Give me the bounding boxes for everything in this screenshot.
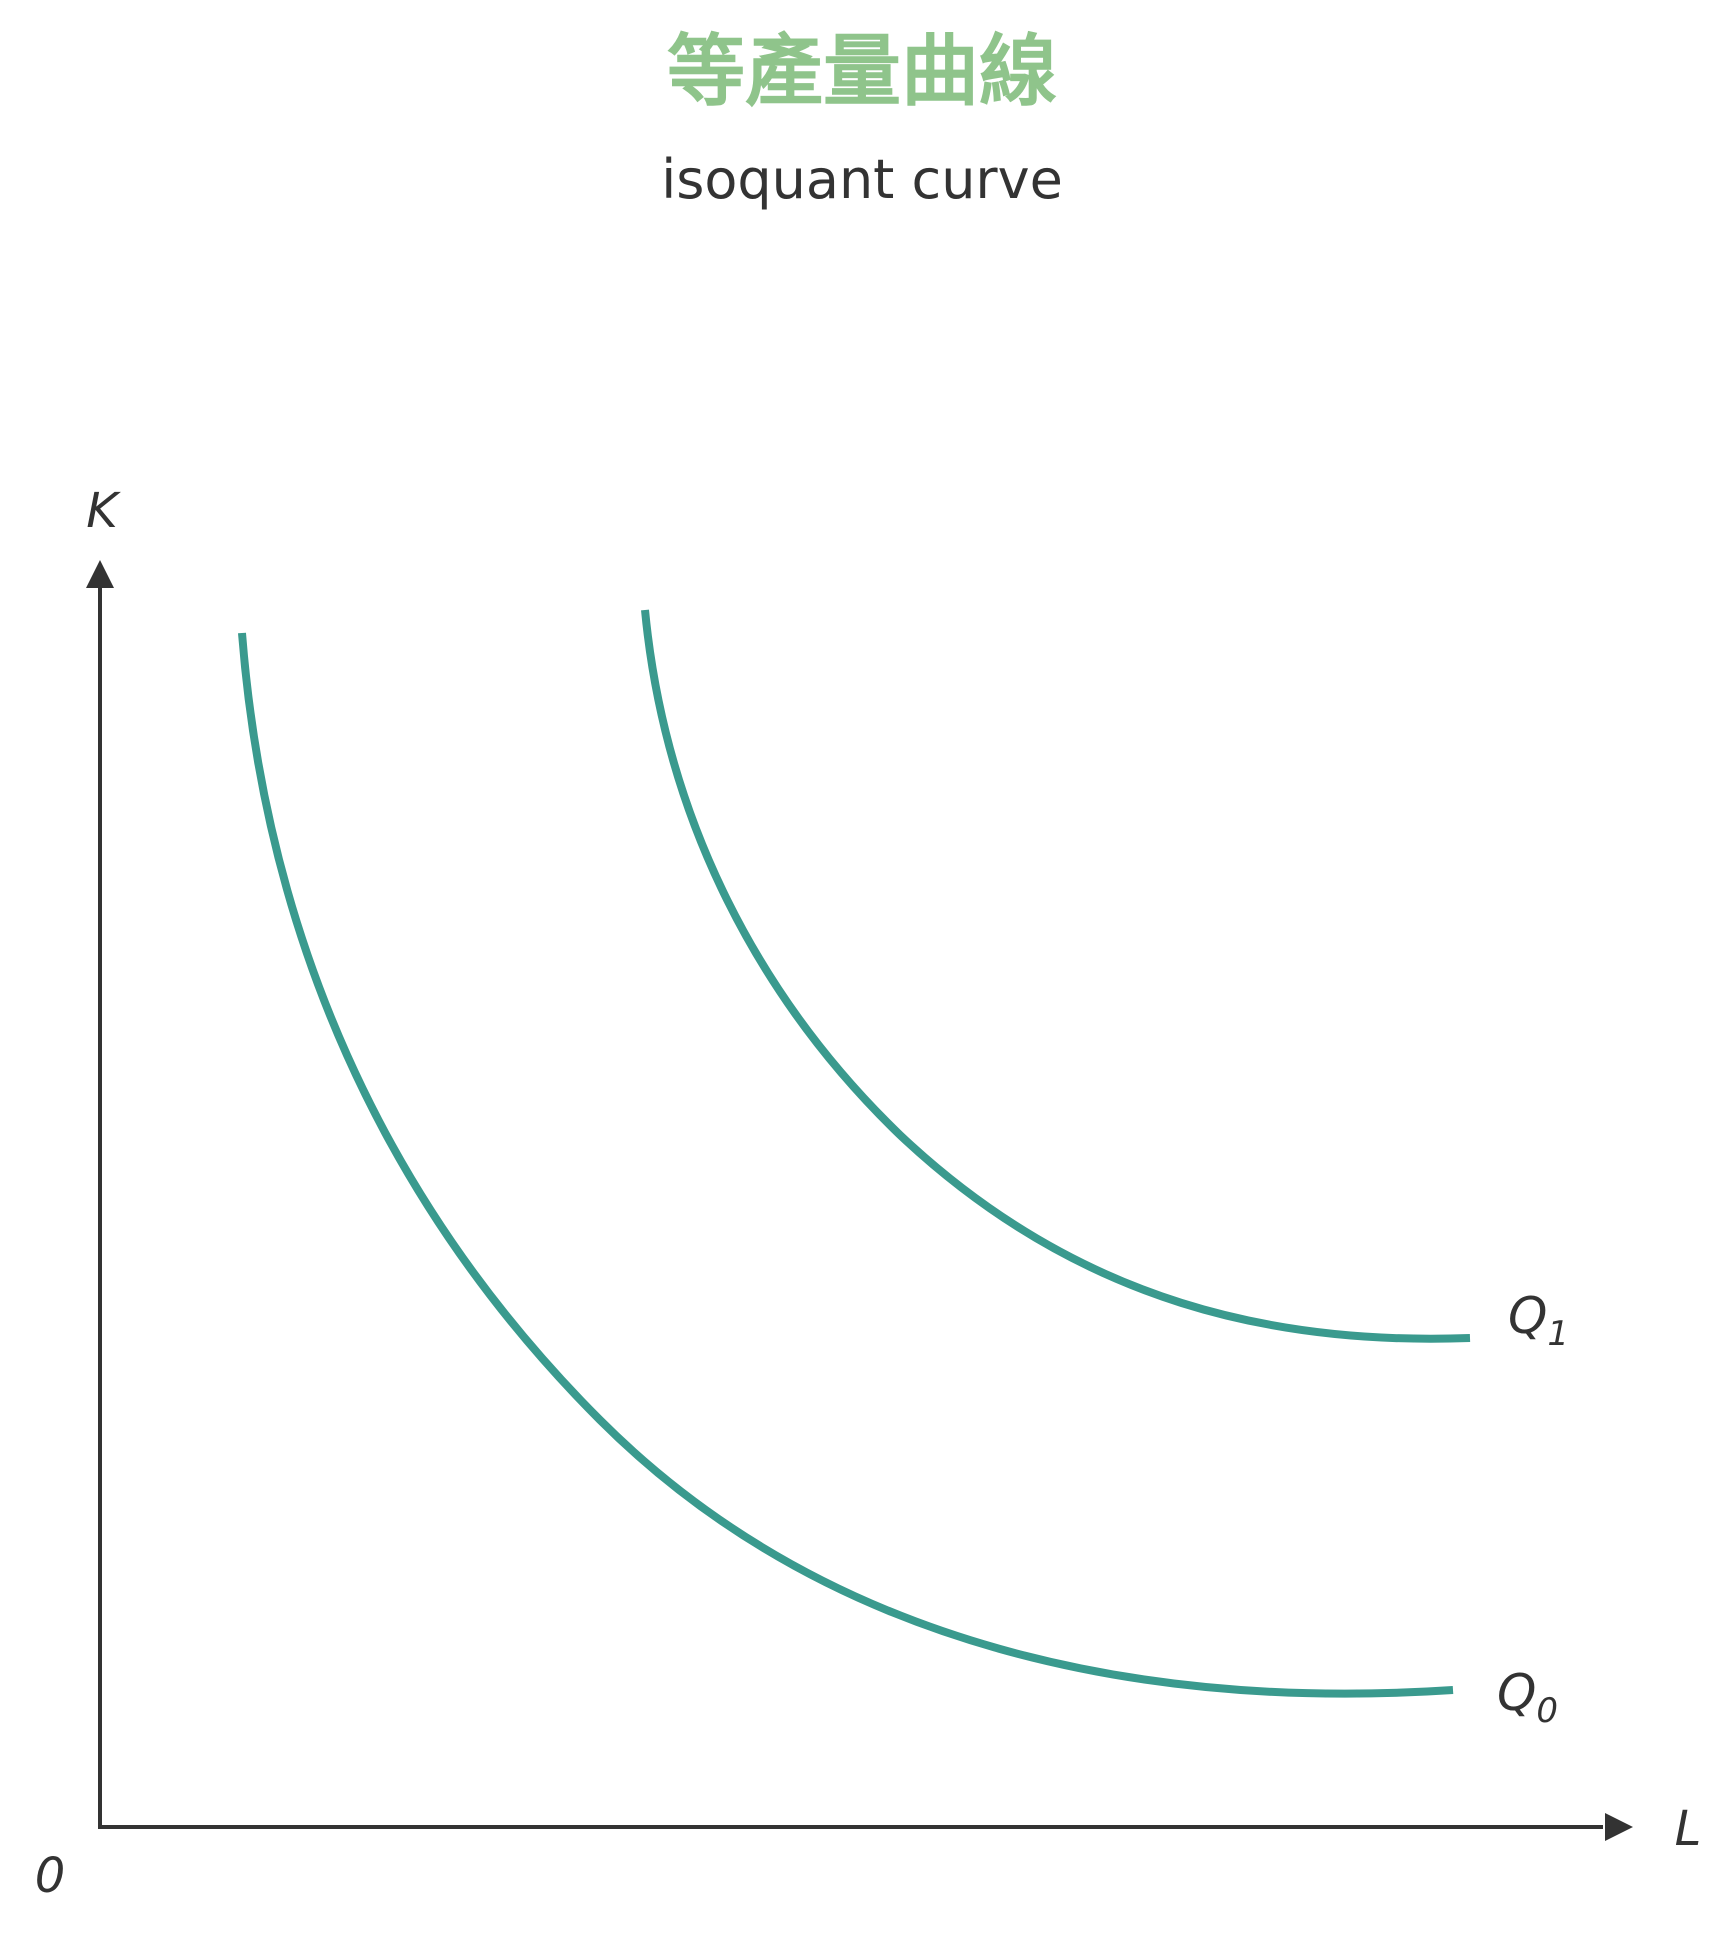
- y-axis-arrowhead: [86, 560, 114, 588]
- isoquant-label-q0: Q0: [1497, 1664, 1558, 1731]
- page-subtitle: isoquant curve: [661, 148, 1063, 211]
- x-axis-arrowhead: [1605, 1813, 1633, 1841]
- y-axis-label: K: [86, 483, 121, 539]
- page-title: 等產量曲線: [667, 27, 1057, 117]
- x-axis-label: L: [1675, 1801, 1702, 1857]
- isoquant-curve-q0: [238, 632, 1454, 1698]
- isoquant-curve-q1: [641, 609, 1471, 1343]
- isoquant-label-q1: Q1: [1508, 1287, 1569, 1354]
- origin-label: 0: [35, 1848, 66, 1904]
